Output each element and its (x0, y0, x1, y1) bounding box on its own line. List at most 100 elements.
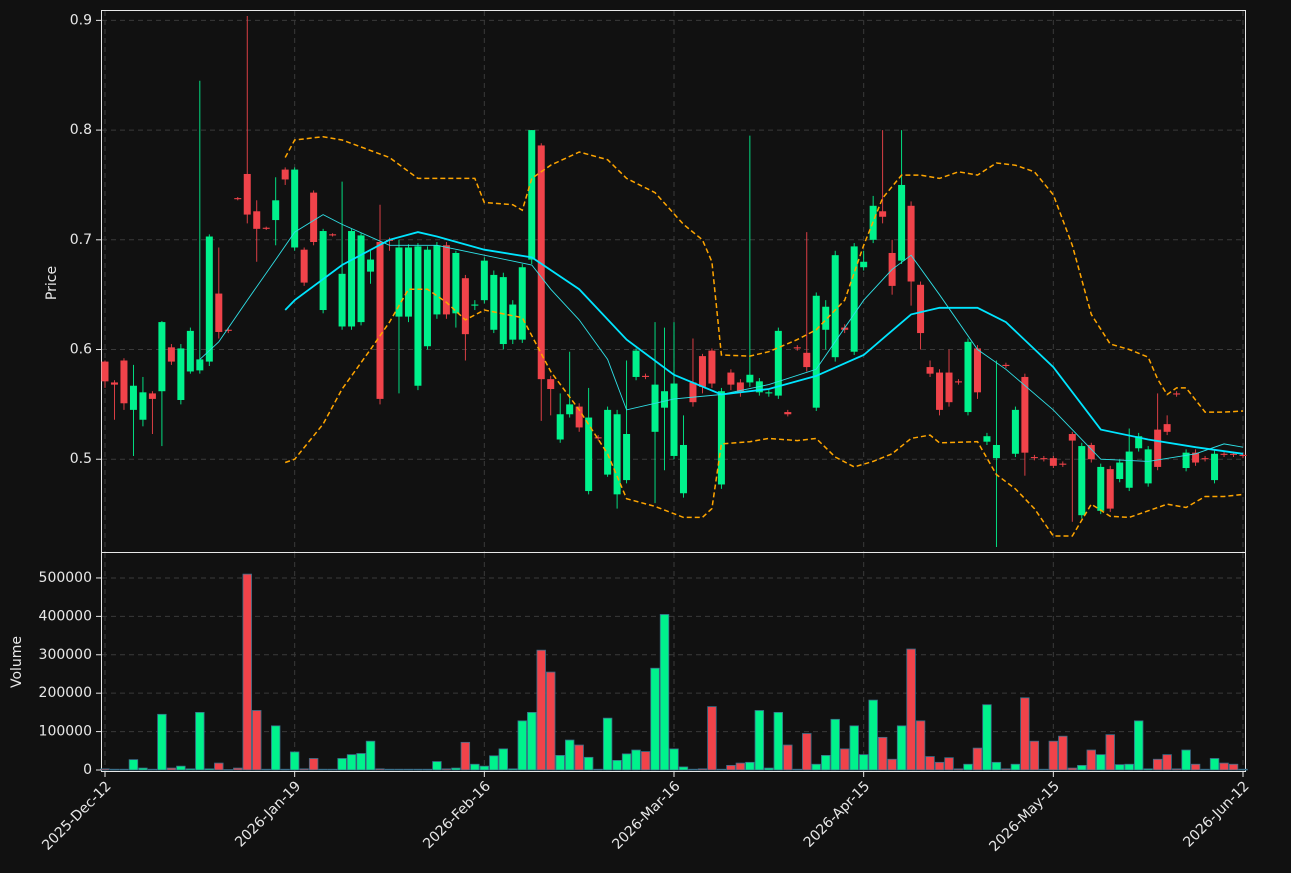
candle-body (642, 375, 650, 377)
volume-bar (109, 768, 120, 771)
volume-bar (773, 711, 784, 771)
volume-bar (621, 753, 632, 771)
candle-body (442, 245, 450, 315)
volume-bar (1010, 763, 1021, 771)
candle-body (604, 409, 612, 475)
x-tick-label: 2026-May-15 (986, 778, 1063, 855)
candle-body (1049, 458, 1057, 466)
volume-bar (1238, 768, 1248, 771)
candle-body (992, 444, 1000, 459)
candle-body (480, 260, 488, 301)
candle-body (129, 385, 137, 410)
indicator-line (284, 288, 1244, 537)
candle-body (1002, 364, 1010, 366)
candle-body (461, 278, 469, 335)
candle-body (698, 356, 706, 387)
volume-bar (441, 768, 452, 771)
candle-body (727, 372, 735, 385)
candle-body (1211, 453, 1219, 481)
candle-body (262, 227, 270, 229)
candle-body (661, 391, 669, 408)
x-tick-label: 2026-Jan-19 (232, 778, 304, 850)
volume-bar (887, 758, 897, 771)
volume-bar (147, 768, 158, 771)
indicator-line (199, 214, 1244, 462)
volume-bar (223, 769, 233, 771)
volume-bar (479, 765, 490, 771)
volume-bar (858, 754, 869, 771)
candle-body (1087, 444, 1095, 460)
candle-body (404, 247, 412, 317)
volume-bar (346, 754, 357, 771)
candle-body (1011, 409, 1019, 454)
candle-body (376, 242, 384, 399)
volume-bar (697, 768, 708, 771)
volume-bar (308, 758, 319, 771)
volume-bar (233, 767, 243, 771)
volume-bar (270, 725, 281, 771)
y-tick-label: 0.8 (70, 122, 92, 138)
y-tick-label: 0.6 (70, 342, 92, 358)
volume-bar (783, 744, 793, 771)
candle-body (1163, 424, 1171, 432)
candle-body (623, 434, 631, 481)
volume-bar (1096, 754, 1106, 771)
candle-body (1220, 453, 1228, 455)
volume-bar (517, 720, 527, 771)
volume-bar (1124, 763, 1134, 771)
volume-bar (1029, 740, 1040, 771)
volume-bar (356, 753, 366, 771)
candle-body (158, 322, 166, 392)
volume-bar (195, 711, 205, 771)
volume-bar (261, 768, 271, 771)
candle-body (357, 235, 365, 323)
volume-bar (1001, 768, 1011, 771)
volume-bar (1058, 735, 1068, 771)
candle-body (423, 249, 431, 347)
volume-bar (583, 756, 594, 771)
candle-body (300, 249, 308, 283)
volume-bar (204, 768, 215, 771)
candle-body (822, 306, 830, 330)
candle-body (547, 379, 555, 390)
price-axis-label: Price (44, 266, 60, 300)
candle-body (717, 391, 725, 485)
x-tick-label: 2026-Apr-15 (801, 778, 874, 851)
volume-bar (640, 751, 651, 771)
candle-body (528, 130, 536, 260)
candle-body (926, 367, 934, 374)
candle-body (670, 383, 678, 456)
candle-body (679, 444, 687, 494)
candle-body (1239, 454, 1247, 456)
candle-body (281, 169, 289, 180)
volume-bar (802, 733, 812, 771)
candle-body (1106, 469, 1114, 509)
volume-bar (612, 759, 622, 771)
volume-bar (707, 706, 717, 771)
candle-body (812, 295, 820, 408)
volume-bar (906, 648, 916, 771)
candle-body (414, 246, 422, 386)
volume-bar (1171, 768, 1182, 771)
candle-body (177, 348, 185, 400)
volume-bar (593, 768, 603, 771)
volume-bar (280, 768, 290, 771)
volume-bar (470, 763, 480, 771)
volume-bar (289, 751, 300, 771)
candle-body (1059, 463, 1067, 465)
volume-bar (678, 766, 689, 771)
candle-body (585, 417, 593, 492)
candle-body (215, 293, 223, 332)
volume-bar (953, 768, 964, 771)
candle-body (471, 304, 479, 306)
volume-bar (1115, 764, 1125, 771)
volume-bar (1105, 734, 1115, 771)
volume-bar (716, 768, 727, 771)
y-tick-label: 0 (83, 762, 92, 778)
candle-body (395, 247, 403, 317)
volume-bar (849, 725, 859, 771)
volume-bar (1219, 762, 1229, 771)
candle-body (955, 381, 962, 383)
y-tick-label: 0.7 (70, 232, 92, 248)
volume-bar (1086, 749, 1096, 771)
